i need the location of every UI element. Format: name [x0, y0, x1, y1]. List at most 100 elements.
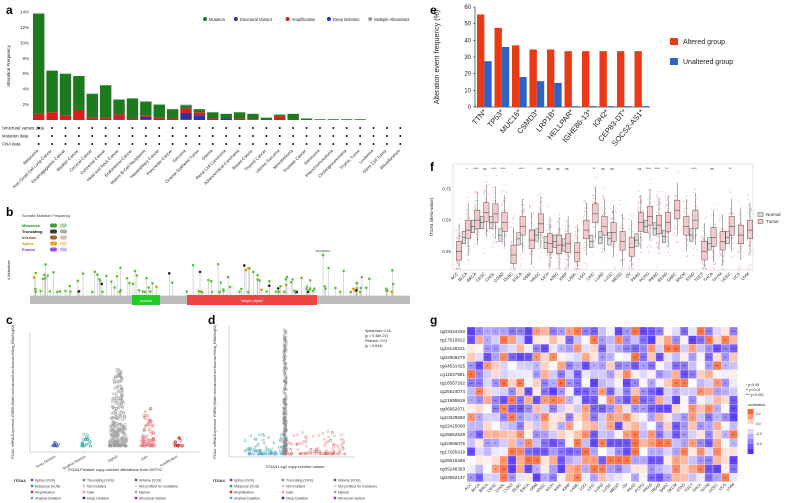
data-point: [575, 268, 577, 270]
legend-tick: -0.4: [756, 442, 762, 446]
significance-mark: ***: [649, 476, 654, 480]
significance-mark: ***: [674, 399, 679, 403]
data-dot: [51, 135, 54, 137]
data-point: [512, 217, 514, 219]
significance-mark: ***: [641, 330, 646, 334]
data-point: [669, 248, 671, 250]
heatmap-cell: [483, 447, 492, 457]
heatmap-cell: [507, 378, 517, 388]
data-point: [84, 435, 88, 439]
data-point: [532, 267, 534, 269]
lollipop-head: [219, 281, 223, 284]
legend-marker: [368, 17, 373, 21]
significance-mark: *: [487, 339, 489, 343]
data-point: [737, 251, 739, 253]
data-point: [329, 452, 333, 456]
data-point: [332, 443, 335, 446]
category-label: SARC: [666, 271, 678, 283]
row-label: cg25652529: [440, 432, 466, 437]
data-point: [630, 213, 632, 215]
lollipop-head: [32, 276, 36, 279]
legend-marker: [281, 478, 285, 482]
data-point: [723, 255, 725, 257]
stat-text: Spearman: 0.18: [365, 329, 391, 333]
data-point: [714, 204, 716, 206]
lollipop-head: [242, 264, 246, 267]
data-point: [529, 228, 531, 231]
data-point: [114, 376, 118, 380]
data-point: [278, 449, 282, 452]
data-dot: [265, 127, 268, 129]
heatmap-cell: [573, 404, 582, 414]
legend-item: Shallow Deletion: [35, 497, 61, 501]
significance-mark: **: [478, 390, 481, 394]
data-point: [719, 215, 721, 217]
significance-mark: **: [470, 365, 473, 369]
data-point: [610, 218, 612, 220]
data-point: [487, 223, 489, 225]
bar: [260, 117, 273, 120]
significance-mark: ***: [617, 442, 622, 446]
heatmap-cell: [507, 430, 517, 439]
data-point: [630, 235, 632, 237]
data-point: [664, 196, 666, 198]
data-point: [514, 238, 516, 240]
significance-mark: **: [601, 339, 604, 343]
data-point: [682, 241, 684, 243]
data-point: [142, 440, 146, 443]
data-point: [574, 233, 576, 235]
data-dot: [305, 127, 308, 129]
heatmap-cell: [729, 378, 738, 388]
significance-mark: ***: [535, 451, 540, 455]
data-point: [145, 438, 149, 442]
data-point: [550, 254, 552, 256]
data-point: [468, 210, 470, 212]
data-point: [703, 238, 705, 240]
data-point: [650, 227, 652, 229]
data-point: [243, 439, 247, 443]
heatmap-cell: [614, 378, 623, 388]
data-point: [111, 416, 115, 420]
bar: [86, 93, 98, 118]
bar: [33, 113, 45, 120]
data-point: [149, 419, 153, 423]
data-point: [584, 207, 586, 209]
data-point: [687, 238, 689, 241]
data-point: [112, 424, 116, 428]
significance-mark: **: [642, 408, 645, 412]
lollipop-head: [285, 275, 289, 279]
heatmap-cell: [475, 438, 484, 448]
heatmap-cell: [573, 455, 582, 465]
data-point: [665, 204, 668, 206]
bar: [220, 113, 232, 119]
data-point: [747, 194, 749, 197]
heatmap-cell: [663, 430, 673, 439]
data-point: [282, 356, 285, 359]
data-point: [541, 197, 543, 199]
column-label: HNSC: [535, 482, 547, 494]
significance-mark: **: [511, 390, 514, 394]
significance-mark: *: [700, 390, 702, 394]
data-point: [458, 268, 460, 270]
data-point: [721, 263, 723, 265]
significance-mark: ***: [658, 390, 663, 394]
bar: [314, 119, 326, 120]
bar: [86, 117, 98, 120]
data-point: [118, 372, 122, 376]
data-point: [692, 254, 695, 256]
bar: [564, 51, 572, 107]
significance-mark: **: [634, 442, 637, 446]
column-label: DLBC: [511, 482, 522, 493]
heatmap-cell: [540, 404, 550, 414]
category-label: LIHC: [585, 271, 595, 281]
bar: [624, 106, 632, 107]
data-point: [614, 267, 616, 269]
data-point: [749, 263, 752, 265]
data-point: [115, 368, 119, 371]
data-point: [84, 442, 88, 446]
heatmap-cell: [581, 352, 591, 362]
heatmap-cell: [475, 455, 484, 465]
data-point: [686, 208, 688, 210]
data-point: [730, 256, 732, 258]
significance-mark: *: [528, 442, 530, 446]
